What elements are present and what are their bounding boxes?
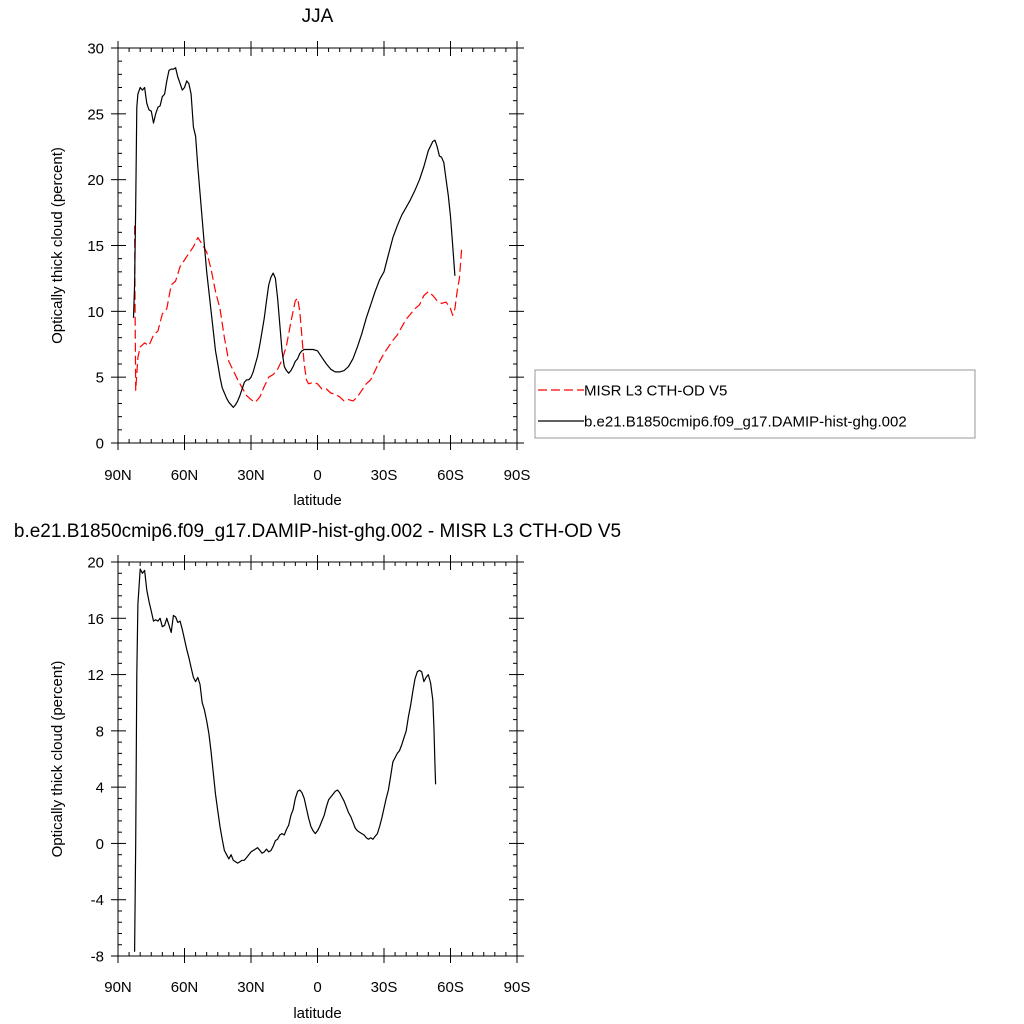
y-tick-label: 12	[87, 667, 104, 684]
y-tick-label: -8	[91, 949, 104, 966]
y-tick-label: 8	[96, 723, 104, 740]
legend-box	[534, 369, 976, 439]
minor-ticks	[118, 48, 517, 443]
minor-ticks	[118, 562, 517, 956]
y-axis-label: Optically thick cloud (percent)	[49, 661, 66, 858]
legend-label-1: b.e21.B1850cmip6.f09_g17.DAMIP-hist-ghg.…	[584, 414, 907, 431]
x-tick-label: 30N	[237, 467, 265, 484]
series-line-1	[132, 67, 456, 408]
y-tick-label: 30	[87, 41, 104, 58]
x-tick-label: 60N	[171, 467, 199, 484]
chart-jja: JJA 90N 60N 30N 0 30S 60S 90S 0 5 10 15 20 25 30 latitu…	[49, 6, 976, 509]
x-tick-label: 90S	[504, 979, 531, 996]
x-axis-label: latitude	[293, 492, 341, 509]
y-tick-label: 25	[87, 106, 104, 123]
chart-difference: b.e21.B1850cmip6.f09_g17.DAMIP-hist-ghg.…	[14, 521, 621, 1022]
x-tick-label: 90N	[104, 467, 132, 484]
series-line-0	[134, 225, 463, 403]
x-tick-label: 30S	[371, 467, 398, 484]
legend: MISR L3 CTH-OD V5 b.e21.B1850cmip6.f09_g1…	[534, 369, 976, 439]
y-axis-label: Optically thick cloud (percent)	[49, 147, 66, 344]
x-tick-label: 90S	[504, 467, 531, 484]
x-tick-label: 60S	[437, 979, 464, 996]
y-tick-label: 10	[87, 304, 104, 321]
x-tick-label: 60N	[171, 979, 199, 996]
x-axis-label: latitude	[293, 1005, 341, 1022]
series-line-0	[134, 568, 437, 952]
y-tick-label: 5	[96, 370, 104, 387]
y-tick-label: 0	[96, 836, 104, 853]
x-tick-label: 60S	[437, 467, 464, 484]
x-tick-label: 0	[313, 467, 321, 484]
chart-title: JJA	[302, 6, 334, 27]
y-tick-label: 0	[96, 436, 104, 453]
x-tick-label: 0	[313, 979, 321, 996]
y-tick-label: 20	[87, 172, 104, 189]
y-tick-label: 20	[87, 555, 104, 572]
y-tick-label: 16	[87, 611, 104, 628]
y-tick-label: 4	[96, 780, 104, 797]
x-tick-label: 30S	[371, 979, 398, 996]
legend-label-0: MISR L3 CTH-OD V5	[584, 383, 727, 400]
y-tick-label: -4	[91, 892, 104, 909]
y-tick-label: 15	[87, 238, 104, 255]
chart-title: b.e21.B1850cmip6.f09_g17.DAMIP-hist-ghg.…	[14, 521, 621, 542]
x-tick-label: 30N	[237, 979, 265, 996]
x-tick-label: 90N	[104, 979, 132, 996]
